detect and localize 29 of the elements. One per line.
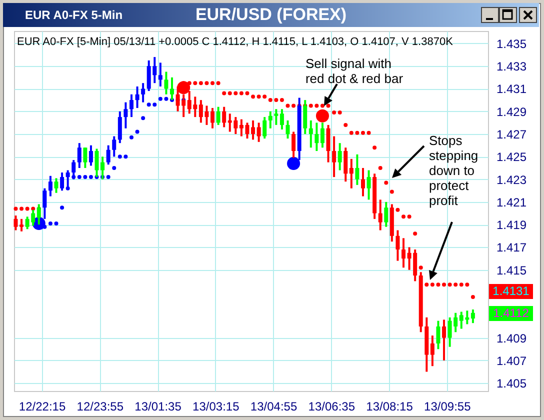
y-tick-label: 1.415 [496,263,527,278]
y-tick-label: 1.407 [496,354,527,368]
y-tick-label: 1.435 [496,36,527,51]
text: 1.4131 [489,284,533,299]
y-tick-label: 1.425 [496,150,527,164]
annotation: Sell signal with red dot & red bar [305,56,404,86]
x-tick-label: 13/08:15 [366,400,414,414]
x-tick-label: 13/09:55 [424,400,472,414]
y-tick-label: 1.421 [496,195,527,210]
x-tick-label: 13/01:35 [134,400,182,414]
y-tick-label: 1.419 [496,218,527,232]
chart-subtitle: EUR A0-FX [5-Min] 05/13/11 +0.0005 C 1.4112, H 1.4115, L 1.4103, O 1.4107, V 1.3870K [17,36,453,48]
y-tick-label: 1.431 [496,82,527,96]
x-tick-label: 12/23:55 [76,400,124,414]
text: EUR A0-FX 5-Min [25,8,123,22]
text: 1.4112 [489,306,533,321]
y-tick-label: 1.417 [496,240,527,255]
chart-title: EUR/USD (FOREX) [195,5,347,24]
y-tick-label: 1.423 [496,172,527,187]
x-tick-label: 13/04:55 [250,400,298,414]
y-tick-label: 1.433 [496,60,527,74]
annotation: Stops stepping down to protect profit [429,133,478,208]
y-tick-label: 1.409 [496,331,527,346]
y-tick-label: 1.405 [496,376,527,391]
y-tick-label: 1.427 [496,128,527,142]
x-tick-label: 13/06:35 [308,400,356,414]
x-tick-label: 13/03:15 [192,400,240,414]
x-tick-label: 12/22:15 [18,400,66,414]
y-tick-label: 1.429 [496,104,527,119]
